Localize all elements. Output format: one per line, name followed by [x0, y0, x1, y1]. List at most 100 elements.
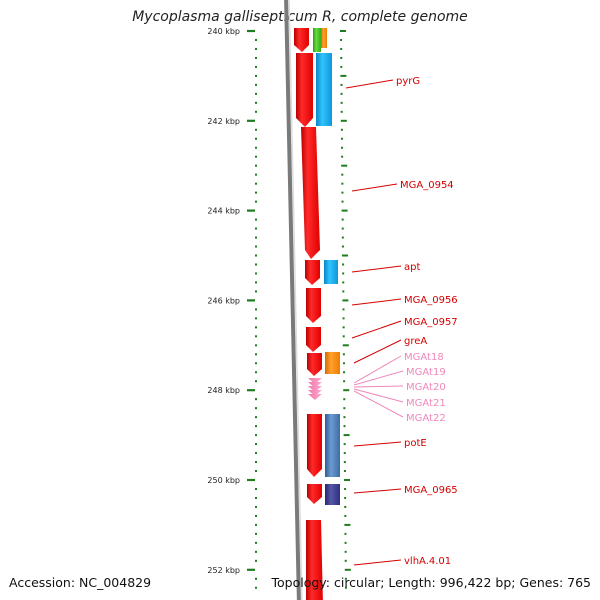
minor-tick: [343, 398, 346, 401]
minor-tick: [255, 317, 257, 320]
gene-block-pyrG: [316, 53, 332, 126]
minor-tick: [344, 586, 347, 589]
minor-tick: [344, 568, 351, 571]
minor-tick: [341, 173, 344, 176]
minor-tick: [255, 65, 257, 68]
genome-backbone: [284, 0, 301, 600]
minor-tick: [341, 236, 344, 239]
minor-tick: [340, 56, 343, 59]
label-leader-line: [353, 385, 404, 388]
minor-tick: [341, 146, 344, 149]
minor-tick: [255, 577, 257, 580]
minor-tick: [341, 182, 344, 185]
minor-tick: [342, 335, 345, 338]
minor-tick: [343, 380, 346, 383]
gene-arrow-10: [306, 520, 323, 600]
minor-tick: [343, 371, 346, 374]
gene-label: MGAt19: [406, 367, 446, 378]
genome-backbone-highlight: [288, 0, 303, 600]
minor-tick: [343, 443, 346, 446]
minor-tick: [255, 164, 257, 167]
minor-tick: [255, 362, 257, 365]
trna-chevron: [308, 386, 322, 392]
gene-label: MGA_0957: [404, 317, 458, 328]
gene-label: MGAt18: [404, 352, 444, 363]
minor-tick: [340, 119, 347, 122]
label-leader-line: [351, 265, 402, 273]
gene-block-apt: [324, 260, 338, 284]
minor-tick: [255, 505, 257, 508]
map-title: Mycoplasma gallisepticum R, complete gen…: [132, 9, 468, 25]
gene-arrow-6: [306, 327, 321, 352]
minor-tick: [341, 191, 344, 194]
minor-tick: [340, 38, 343, 41]
minor-tick: [344, 577, 347, 580]
minor-tick: [344, 541, 347, 544]
minor-tick: [255, 308, 257, 311]
minor-tick: [255, 137, 257, 140]
label-leader-line: [353, 339, 402, 364]
minor-tick: [255, 281, 257, 284]
minor-tick: [255, 200, 257, 203]
gene-label: potE: [404, 438, 427, 449]
gene-block-potE: [325, 414, 340, 477]
minor-tick: [342, 263, 345, 266]
tick-label: 242 kbp: [207, 117, 240, 126]
gene-arrow-9: [307, 484, 322, 504]
minor-tick: [342, 326, 345, 329]
minor-tick: [255, 335, 257, 338]
minor-tick: [344, 559, 347, 562]
label-leader-line: [351, 183, 398, 192]
label-leader-line: [353, 441, 402, 447]
minor-tick: [340, 83, 343, 86]
trna-chevron: [308, 378, 322, 384]
minor-tick: [255, 38, 257, 41]
minor-tick: [255, 263, 257, 266]
gene-arrow-1: [294, 28, 309, 52]
minor-tick: [255, 380, 257, 383]
minor-tick: [340, 47, 343, 50]
trna-chevron: [308, 390, 322, 396]
minor-tick: [255, 182, 257, 185]
minor-tick: [342, 290, 345, 293]
minor-tick: [342, 308, 345, 311]
minor-tick: [340, 74, 347, 77]
minor-tick: [255, 532, 257, 535]
tick-label: 248 kbp: [207, 386, 240, 395]
minor-tick: [255, 236, 257, 239]
minor-tick: [341, 164, 348, 167]
label-leader-line: [353, 559, 402, 566]
minor-tick: [255, 191, 257, 194]
minor-tick: [255, 110, 257, 113]
tick-label: 240 kbp: [207, 27, 240, 36]
minor-tick: [344, 487, 347, 490]
minor-tick: [255, 443, 257, 446]
minor-tick: [342, 353, 345, 356]
minor-tick: [341, 245, 344, 248]
minor-dots: [255, 30, 351, 589]
minor-tick: [255, 92, 257, 95]
topology-text: Topology: circular; Length: 996,422 bp; …: [271, 575, 592, 590]
minor-tick: [342, 362, 345, 365]
minor-tick: [344, 532, 347, 535]
minor-tick: [255, 245, 257, 248]
minor-tick: [255, 290, 257, 293]
minor-tick: [255, 344, 257, 347]
gene-label: MGAt22: [406, 413, 446, 424]
tick-label: 244 kbp: [207, 207, 240, 216]
minor-tick: [255, 523, 257, 526]
minor-tick: [255, 326, 257, 329]
minor-tick: [341, 218, 344, 221]
minor-tick: [342, 344, 349, 347]
gene-label: pyrG: [396, 76, 420, 87]
minor-tick: [255, 398, 257, 401]
minor-tick: [255, 407, 257, 410]
minor-tick: [343, 407, 346, 410]
minor-tick: [340, 101, 343, 104]
minor-tick: [255, 83, 257, 86]
gene-arrow-3: [301, 127, 320, 259]
minor-tick: [344, 505, 347, 508]
minor-tick: [255, 218, 257, 221]
